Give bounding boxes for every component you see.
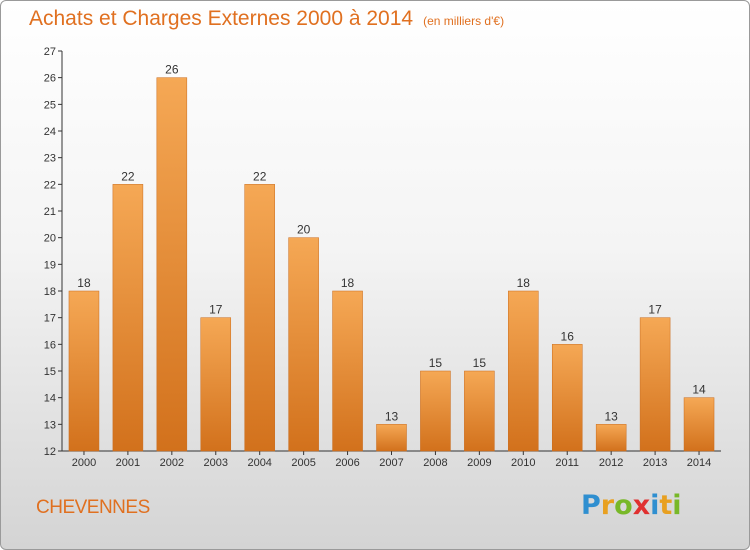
x-tick-label: 2002 bbox=[160, 457, 184, 469]
y-tick-label: 22 bbox=[44, 179, 56, 191]
bar-2007 bbox=[376, 424, 407, 452]
y-tick-label: 24 bbox=[44, 126, 56, 138]
bar-value-label: 15 bbox=[429, 356, 443, 370]
y-tick-label: 23 bbox=[44, 153, 56, 165]
bar-2005 bbox=[288, 237, 319, 452]
bars: 18 22 26 17 22 20 18 13 15 15 18 16 13 17 14 bbox=[68, 63, 715, 452]
y-tick-label: 12 bbox=[44, 446, 56, 458]
bar-value-label: 17 bbox=[209, 303, 223, 317]
bar-2012 bbox=[595, 424, 627, 452]
x-tick-label: 2010 bbox=[511, 457, 535, 469]
x-tick-label: 2008 bbox=[423, 457, 447, 469]
x-tick-label: 2014 bbox=[687, 457, 711, 469]
x-tick-label: 2006 bbox=[335, 457, 359, 469]
y-tick-label: 16 bbox=[44, 339, 56, 351]
bar-2013 bbox=[639, 317, 671, 452]
x-tick-label: 2011 bbox=[555, 457, 579, 469]
x-tick-label: 2001 bbox=[116, 457, 140, 469]
x-tick-label: 2005 bbox=[291, 457, 315, 469]
y-tick-label: 14 bbox=[44, 393, 56, 405]
x-tick-label: 2004 bbox=[247, 457, 271, 469]
y-tick-label: 26 bbox=[44, 73, 56, 85]
chart-title-text: Achats et Charges Externes 2000 à 2014 bbox=[29, 7, 414, 30]
axes: 12 13 14 15 16 17 18 19 20 21 22 23 24 25 26 27 2000 2001… bbox=[44, 46, 721, 469]
y-tick-label: 20 bbox=[44, 233, 56, 245]
x-tick-label: 2013 bbox=[643, 457, 667, 469]
bar-value-label: 14 bbox=[692, 383, 706, 397]
bar-value-label: 18 bbox=[77, 276, 91, 290]
y-tick-label: 21 bbox=[44, 206, 56, 218]
bar-value-label: 18 bbox=[341, 276, 355, 290]
bar-2009 bbox=[464, 370, 495, 452]
x-tick-label: 2009 bbox=[467, 457, 491, 469]
bar-value-label: 13 bbox=[385, 409, 399, 423]
bar-2014 bbox=[683, 397, 715, 452]
x-tick-label: 2003 bbox=[204, 457, 228, 469]
y-tick-label: 19 bbox=[44, 259, 56, 271]
bar-2002 bbox=[156, 77, 188, 452]
commune-name: CHEVENNES bbox=[36, 497, 150, 518]
x-tick-label: 2000 bbox=[72, 457, 96, 469]
y-tick-label: 17 bbox=[44, 313, 56, 325]
bar-2003 bbox=[200, 317, 232, 452]
bar-value-label: 22 bbox=[253, 169, 267, 183]
bar-value-label: 13 bbox=[604, 409, 618, 423]
bar-value-label: 26 bbox=[165, 63, 179, 77]
y-tick-label: 15 bbox=[44, 366, 56, 378]
y-tick-label: 13 bbox=[44, 419, 56, 431]
bar-2008 bbox=[420, 370, 451, 452]
bar-2006 bbox=[332, 290, 363, 452]
x-tick-label: 2012 bbox=[599, 457, 623, 469]
bar-2004 bbox=[244, 184, 275, 452]
bar-2011 bbox=[551, 344, 583, 452]
bar-2000 bbox=[68, 290, 100, 452]
y-tick-label: 25 bbox=[44, 99, 56, 111]
proxiti-logo: Proxiti bbox=[581, 490, 682, 521]
chart-unit: (en milliers d'€) bbox=[423, 14, 505, 28]
bar-2001 bbox=[112, 184, 144, 452]
bar-value-label: 17 bbox=[648, 303, 662, 317]
bar-2010 bbox=[508, 290, 539, 452]
y-tick-label: 27 bbox=[44, 46, 56, 58]
bar-value-label: 16 bbox=[561, 329, 575, 343]
chart-title: Achats et Charges Externes 2000 à 2014 (e… bbox=[29, 7, 504, 31]
bar-value-label: 20 bbox=[297, 223, 311, 237]
bar-value-label: 22 bbox=[121, 169, 135, 183]
bar-value-label: 18 bbox=[517, 276, 531, 290]
bar-value-label: 15 bbox=[473, 356, 487, 370]
y-tick-label: 18 bbox=[44, 286, 56, 298]
x-tick-label: 2007 bbox=[379, 457, 403, 469]
